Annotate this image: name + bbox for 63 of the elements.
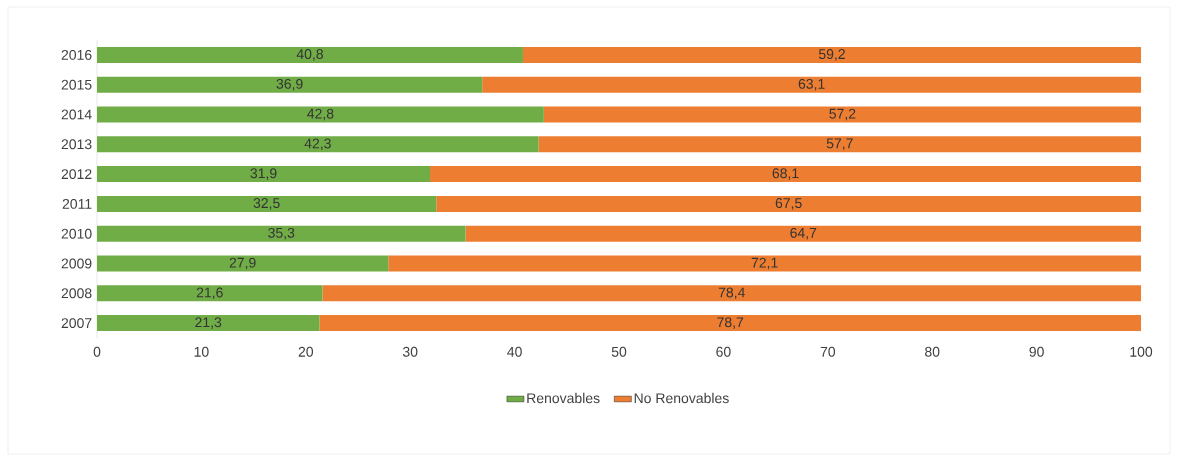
- data-label: 67,5: [775, 198, 802, 210]
- bar: [465, 225, 1142, 242]
- x-tick-label: 100: [1130, 346, 1153, 357]
- bar: [543, 106, 1142, 123]
- data-label: 42,3: [304, 138, 331, 151]
- bar: [322, 285, 1142, 302]
- bar: [97, 195, 437, 212]
- bar: [97, 46, 523, 63]
- data-label: 42,8: [307, 108, 334, 121]
- data-label: 31,9: [250, 168, 277, 180]
- bar: [436, 195, 1142, 212]
- bar: [482, 76, 1142, 93]
- bar: [430, 166, 1142, 183]
- data-label: 57,7: [826, 138, 853, 151]
- data-label: 78,4: [718, 287, 745, 300]
- data-label: 21,3: [195, 317, 222, 329]
- y-tick-label: 2009: [61, 258, 92, 269]
- y-tick-label: 2010: [61, 228, 92, 239]
- x-tick-label: 50: [611, 346, 627, 357]
- bar: [97, 225, 466, 242]
- y-tick-label: 2016: [61, 49, 92, 60]
- data-label: 57,2: [829, 108, 856, 121]
- y-tick-label: 2008: [61, 288, 92, 299]
- data-label: 21,6: [196, 287, 223, 300]
- y-tick-label: 2013: [61, 139, 92, 150]
- data-label: 78,7: [717, 317, 744, 329]
- x-tick-label: 20: [298, 346, 314, 357]
- bar: [97, 106, 544, 123]
- data-label: 63,1: [798, 78, 825, 91]
- legend-label: No Renovables: [634, 392, 729, 404]
- x-tick-label: 0: [93, 346, 101, 357]
- data-label: 59,2: [818, 49, 845, 61]
- x-tick-label: 70: [820, 346, 836, 357]
- bar: [97, 315, 320, 332]
- data-label: 72,1: [751, 257, 778, 270]
- bar: [97, 255, 389, 272]
- legend-label: Renovables: [527, 392, 600, 404]
- data-label: 35,3: [268, 227, 295, 240]
- bar: [97, 285, 323, 302]
- data-label: 68,1: [772, 168, 799, 180]
- bar: [522, 46, 1142, 63]
- x-tick-label: 90: [1029, 346, 1044, 357]
- x-tick-label: 10: [194, 346, 209, 357]
- data-label: 27,9: [229, 257, 256, 270]
- x-tick-label: 30: [402, 346, 418, 357]
- x-tick-label: 40: [507, 346, 522, 357]
- bar: [97, 76, 483, 93]
- data-label: 32,5: [253, 198, 280, 210]
- data-label: 40,8: [296, 49, 323, 61]
- y-tick-label: 2015: [61, 79, 92, 90]
- y-tick-label: 2012: [61, 169, 92, 180]
- bar: [538, 136, 1142, 153]
- data-label: 36,9: [276, 78, 303, 91]
- data-label: 64,7: [790, 227, 817, 240]
- y-tick-label: 2011: [62, 198, 92, 209]
- x-tick-label: 60: [716, 346, 731, 357]
- bar: [388, 255, 1142, 272]
- y-tick-label: 2007: [61, 318, 92, 329]
- x-tick-label: 80: [925, 346, 940, 357]
- bar: [97, 166, 431, 183]
- bar: [97, 136, 539, 153]
- y-tick-label: 2014: [61, 109, 92, 120]
- bar: [319, 315, 1142, 332]
